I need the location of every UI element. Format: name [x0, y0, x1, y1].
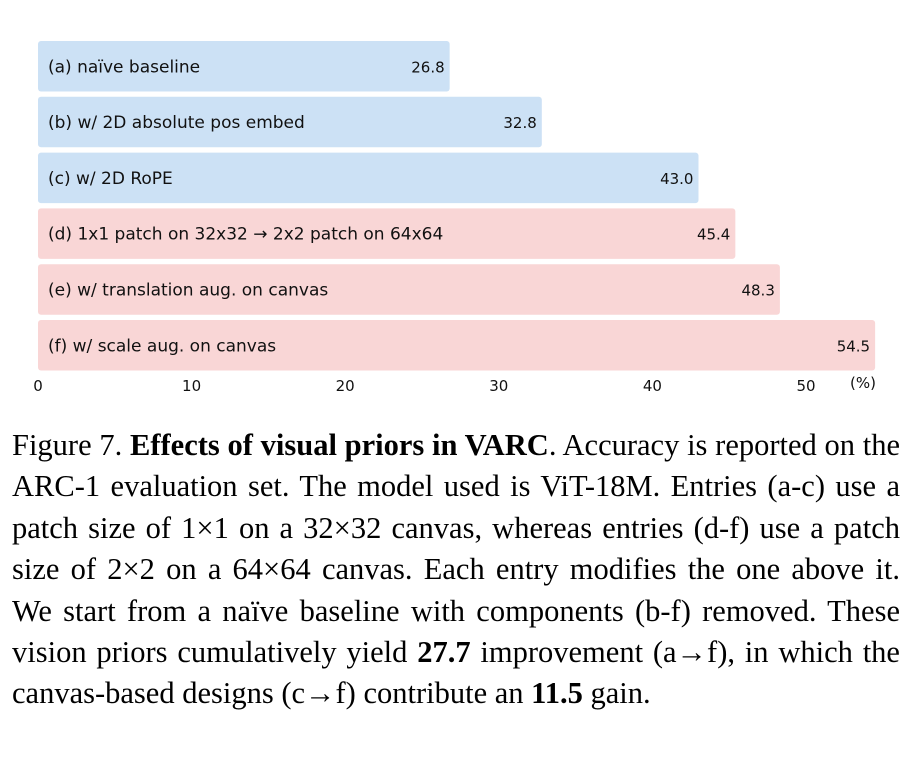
value-label-a: 26.8: [411, 58, 444, 76]
bar-chart: (a) naïve baseline 26.8 (b) w/ 2D absolute…: [33, 41, 876, 395]
bar-b: [38, 96, 542, 148]
caption-title: Effects of visual priors in VARC: [130, 428, 549, 462]
bar-label-d: (d) 1x1 patch on 32x32 → 2x2 patch on 64…: [48, 225, 443, 245]
bar-label-f: (f) w/ scale aug. on canvas: [48, 336, 276, 356]
value-label-b: 32.8: [503, 114, 536, 132]
x-tick-label-20: 20: [336, 377, 355, 395]
bar-a: [38, 41, 450, 92]
bars: (a) naïve baseline 26.8 (b) w/ 2D absolute…: [38, 41, 876, 371]
value-label-d: 45.4: [697, 226, 730, 244]
x-tick-label-30: 30: [489, 377, 508, 395]
caption-label: Figure 7.: [12, 428, 123, 462]
value-label-e: 48.3: [741, 281, 774, 299]
value-label-f: 54.5: [837, 337, 870, 355]
caption-bold-gain: 11.5: [531, 676, 583, 711]
value-label-c: 43.0: [660, 170, 693, 188]
caption-bold-improvement: 27.7: [417, 635, 471, 670]
x-axis-ticks: 0 10 20 30 40 50: [33, 377, 815, 395]
figure-caption: Figure 7. Effects of visual priors in VA…: [12, 425, 900, 715]
caption-text-3: gain.: [582, 676, 651, 711]
bar-label-b: (b) w/ 2D absolute pos embed: [48, 113, 305, 133]
bar-label-c: (c) w/ 2D RoPE: [48, 169, 173, 189]
bar-f: [38, 320, 876, 371]
x-tick-label-40: 40: [643, 377, 662, 395]
x-tick-label-50: 50: [796, 377, 815, 395]
x-axis-unit-label: (%): [850, 374, 876, 392]
caption-text-2: improvement (a→f), in which the canvas-b…: [12, 635, 900, 711]
bar-e: [38, 264, 780, 315]
x-tick-label-10: 10: [182, 377, 201, 395]
bar-label-e: (e) w/ translation aug. on canvas: [48, 280, 328, 300]
x-tick-label-0: 0: [33, 377, 43, 395]
bar-c: [38, 152, 699, 204]
bar-d: [38, 208, 736, 259]
bar-label-a: (a) naïve baseline: [48, 57, 200, 77]
caption-text-1: . Accuracy is reported on the ARC-1 eval…: [12, 428, 901, 670]
